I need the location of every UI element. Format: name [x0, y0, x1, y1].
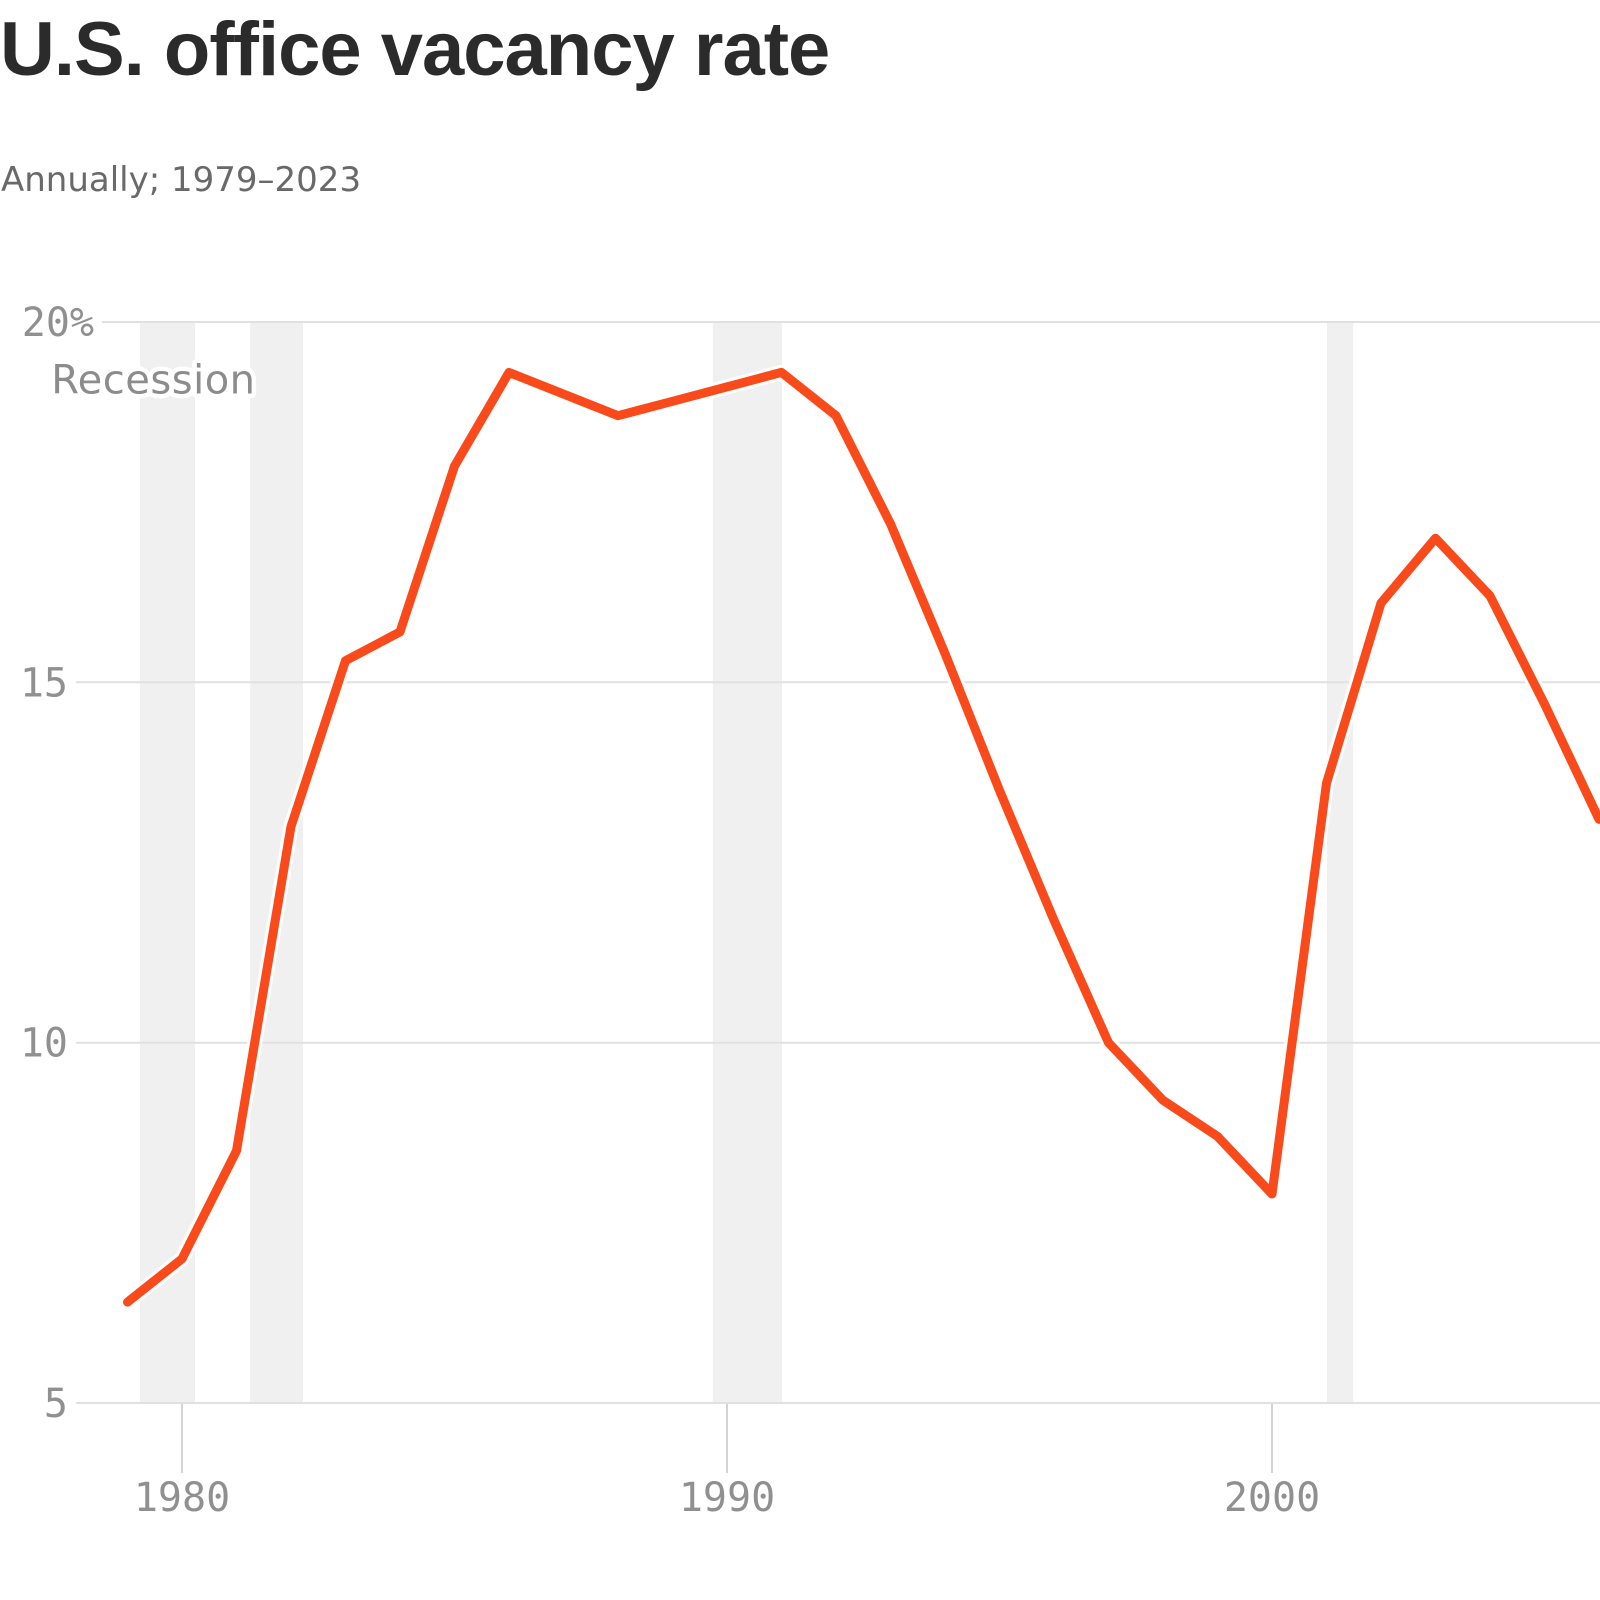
recession-bands	[140, 323, 1354, 1403]
y-tick-label: 5	[44, 1381, 68, 1427]
y-tick-label: 10	[20, 1021, 68, 1067]
recession-band	[250, 323, 303, 1403]
annotations: Recession	[47, 353, 260, 408]
recession-band	[1327, 323, 1354, 1403]
page-title: U.S. office vacancy rate	[0, 7, 830, 92]
recession-band	[712, 323, 782, 1403]
recession-band	[140, 323, 195, 1403]
vacancy-line	[120, 364, 1600, 1310]
y-tick-label: 20%	[22, 300, 94, 346]
x-tick-label: 2000	[1224, 1475, 1320, 1521]
y-axis-labels: 20% 15 10 5	[20, 300, 94, 1427]
y-gridlines	[76, 321, 1600, 1404]
vacancy-line-halo	[120, 364, 1600, 1310]
y-tick-label: 15	[20, 660, 68, 706]
x-tick-label: 1980	[134, 1475, 230, 1521]
vacancy-line-path	[123, 367, 1600, 1307]
x-tick-label: 1990	[679, 1475, 775, 1521]
x-axis: 1980 1990 2000	[134, 1404, 1320, 1521]
chart-subtitle: Annually; 1979–2023	[1, 160, 362, 200]
recession-annotation-label: Recession	[51, 358, 255, 404]
